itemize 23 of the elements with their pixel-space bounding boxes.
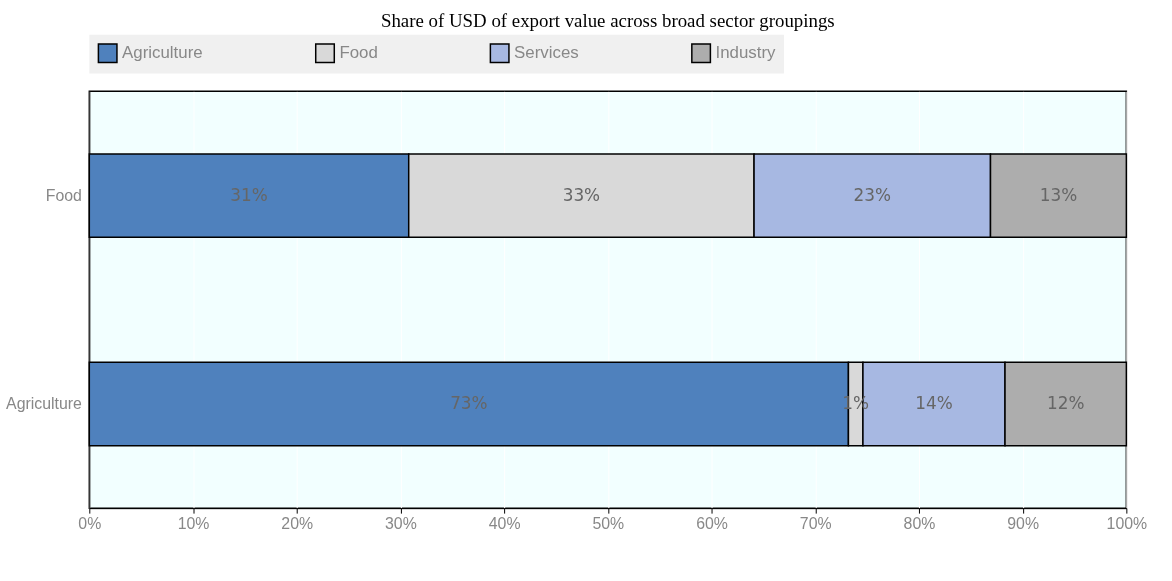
data-label: 73% xyxy=(450,392,488,413)
x-tick-label: 100% xyxy=(1106,514,1148,532)
legend-label: Industry xyxy=(715,43,777,63)
data-label: 13% xyxy=(1039,184,1078,205)
x-tick-label: 10% xyxy=(177,514,210,532)
x-tick-label: 50% xyxy=(592,514,625,532)
data-label: 14% xyxy=(915,392,953,413)
data-label: 31% xyxy=(230,184,268,205)
x-tick-label: 60% xyxy=(696,514,728,532)
chart-title: Share of USD of export value across broad sector groupings xyxy=(380,9,835,31)
x-tick-label: 80% xyxy=(903,514,936,532)
x-tick-label: 90% xyxy=(1007,514,1040,532)
x-tick-label: 20% xyxy=(281,514,314,532)
data-label: 12% xyxy=(1046,392,1085,413)
data-label: 33% xyxy=(562,184,601,205)
data-label: 23% xyxy=(853,184,892,205)
x-tick-label: 0% xyxy=(78,514,102,532)
x-tick-label: 30% xyxy=(385,514,417,532)
legend-label: Food xyxy=(339,43,378,63)
x-tick-label: 40% xyxy=(488,514,521,532)
legend-label: Services xyxy=(514,43,579,63)
x-tick-label: 70% xyxy=(799,514,832,532)
legend-label: Agriculture xyxy=(122,43,203,63)
